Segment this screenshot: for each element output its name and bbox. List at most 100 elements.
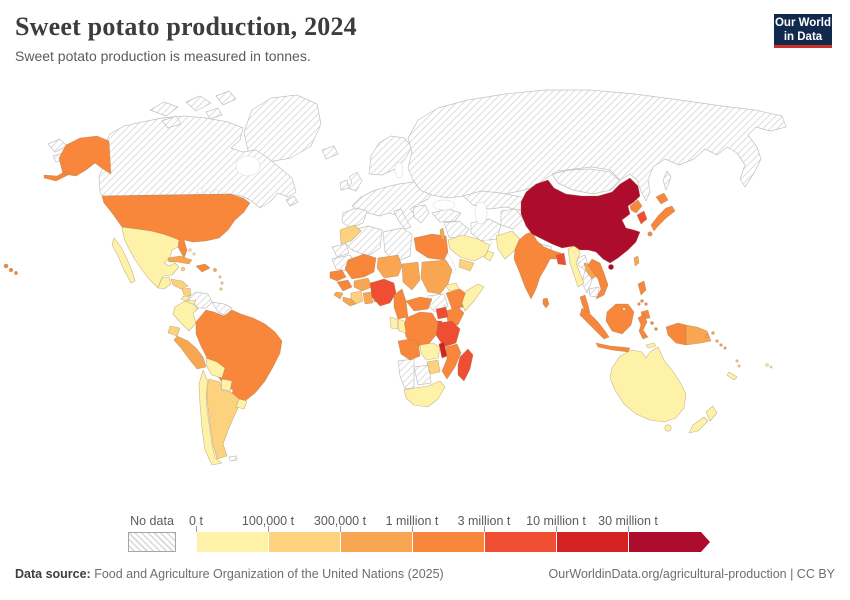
- region-borneo[interactable]: [605, 303, 635, 335]
- country-cuba[interactable]: [167, 255, 193, 265]
- country-philippines[interactable]: [637, 280, 651, 320]
- country-egypt[interactable]: [413, 233, 449, 261]
- country-paraguay[interactable]: [220, 378, 233, 392]
- country-sudan[interactable]: [420, 259, 453, 295]
- region-hawaii[interactable]: [8, 267, 14, 273]
- country-brunei[interactable]: [622, 307, 626, 311]
- country-pakistan[interactable]: [495, 230, 521, 260]
- country-cote-divoire[interactable]: [350, 290, 364, 305]
- country-vanuatu[interactable]: [737, 364, 741, 368]
- legend-swatch-bin6[interactable]: [556, 532, 628, 552]
- country-new-zealand[interactable]: [688, 405, 718, 434]
- country-uganda[interactable]: [435, 306, 449, 320]
- legend-swatch-bin7[interactable]: [628, 532, 710, 552]
- country-madagascar[interactable]: [457, 348, 474, 382]
- country-united-kingdom[interactable]: [347, 171, 363, 192]
- region-scandinavia[interactable]: [368, 135, 413, 176]
- country-south-korea[interactable]: [636, 210, 648, 225]
- country-argentina[interactable]: [206, 378, 243, 460]
- region-europe-mainland[interactable]: [351, 181, 434, 223]
- country-niger[interactable]: [376, 254, 403, 279]
- country-zimbabwe[interactable]: [426, 359, 441, 375]
- region-visayas[interactable]: [637, 302, 641, 306]
- country-mexico[interactable]: [111, 226, 180, 289]
- country-sri-lanka[interactable]: [542, 297, 550, 309]
- country-ecuador[interactable]: [167, 325, 181, 337]
- country-solomon-islands[interactable]: [719, 343, 723, 347]
- country-chile[interactable]: [198, 369, 223, 466]
- country-costa-rica[interactable]: [180, 295, 191, 302]
- region-lesser-antilles[interactable]: [220, 281, 224, 285]
- region-sulawesi[interactable]: [637, 313, 649, 340]
- country-australia[interactable]: [609, 346, 687, 423]
- country-kenya[interactable]: [445, 306, 465, 326]
- country-mali[interactable]: [344, 253, 377, 280]
- country-congo[interactable]: [397, 318, 407, 334]
- owid-logo[interactable]: Our World in Data: [774, 14, 832, 48]
- region-iberia[interactable]: [341, 207, 368, 229]
- country-ghana[interactable]: [362, 291, 374, 305]
- region-moluccas[interactable]: [650, 321, 654, 325]
- region-new-britain[interactable]: [705, 334, 709, 338]
- region-sumatra[interactable]: [579, 307, 610, 340]
- country-colombia[interactable]: [172, 300, 199, 332]
- country-iceland[interactable]: [321, 145, 339, 160]
- region-sakhalin[interactable]: [662, 170, 672, 191]
- country-vanuatu[interactable]: [735, 359, 739, 363]
- region-hawaii[interactable]: [14, 271, 18, 275]
- country-solomon-islands[interactable]: [723, 346, 727, 350]
- region-syria-iraq[interactable]: [443, 220, 470, 240]
- region-hainan[interactable]: [608, 264, 614, 270]
- country-liberia[interactable]: [342, 296, 357, 307]
- region-balkans[interactable]: [412, 204, 430, 224]
- legend-swatch-bin5[interactable]: [484, 532, 556, 552]
- country-cameroon[interactable]: [393, 288, 409, 320]
- country-nicaragua[interactable]: [181, 287, 192, 297]
- country-mozambique[interactable]: [441, 343, 462, 380]
- country-greenland[interactable]: [243, 94, 322, 163]
- country-fiji[interactable]: [765, 363, 769, 367]
- country-namibia[interactable]: [397, 358, 415, 390]
- country-solomon-islands[interactable]: [715, 339, 719, 343]
- country-central-african-republic[interactable]: [405, 296, 433, 312]
- country-burkina-faso[interactable]: [353, 277, 373, 292]
- region-visayas[interactable]: [640, 299, 644, 303]
- country-mongolia[interactable]: [551, 168, 621, 195]
- country-north-korea[interactable]: [629, 199, 643, 214]
- legend-swatch-bin4[interactable]: [412, 532, 484, 552]
- country-somalia[interactable]: [461, 283, 485, 312]
- legend-no-data-swatch[interactable]: [128, 532, 176, 552]
- country-peru[interactable]: [173, 335, 207, 370]
- region-kyushu[interactable]: [647, 231, 653, 237]
- legend-swatch-bin2[interactable]: [268, 532, 340, 552]
- country-bahamas[interactable]: [192, 252, 196, 256]
- country-china[interactable]: [520, 177, 641, 264]
- country-gabon[interactable]: [389, 316, 399, 330]
- country-japan[interactable]: [650, 192, 676, 232]
- country-canadian-arctic[interactable]: [149, 90, 237, 129]
- region-hawaii[interactable]: [3, 263, 9, 269]
- country-turkey[interactable]: [431, 208, 462, 223]
- country-honduras[interactable]: [170, 278, 189, 290]
- region-lesser-antilles[interactable]: [218, 275, 222, 279]
- owid-credit-link[interactable]: OurWorldinData.org/agricultural-producti…: [548, 567, 835, 581]
- country-sierra-leone[interactable]: [333, 291, 344, 300]
- country-angola[interactable]: [397, 338, 421, 361]
- region-israel-lebanon[interactable]: [439, 227, 446, 241]
- legend-swatch-bin3[interactable]: [340, 532, 412, 552]
- country-bahamas[interactable]: [188, 248, 192, 252]
- country-fiji[interactable]: [769, 365, 773, 369]
- country-oman[interactable]: [483, 250, 495, 262]
- legend-swatch-bin1[interactable]: [196, 532, 268, 552]
- country-vietnam[interactable]: [587, 258, 609, 300]
- country-libya[interactable]: [382, 227, 413, 263]
- country-timor[interactable]: [645, 342, 657, 349]
- region-new-britain[interactable]: [711, 331, 715, 335]
- country-nigeria[interactable]: [369, 278, 397, 307]
- country-guinea[interactable]: [336, 279, 353, 292]
- region-falklands[interactable]: [228, 455, 238, 462]
- country-yemen[interactable]: [458, 258, 475, 272]
- country-bolivia[interactable]: [205, 357, 226, 379]
- country-venezuela[interactable]: [185, 291, 213, 309]
- country-afghanistan[interactable]: [500, 208, 524, 230]
